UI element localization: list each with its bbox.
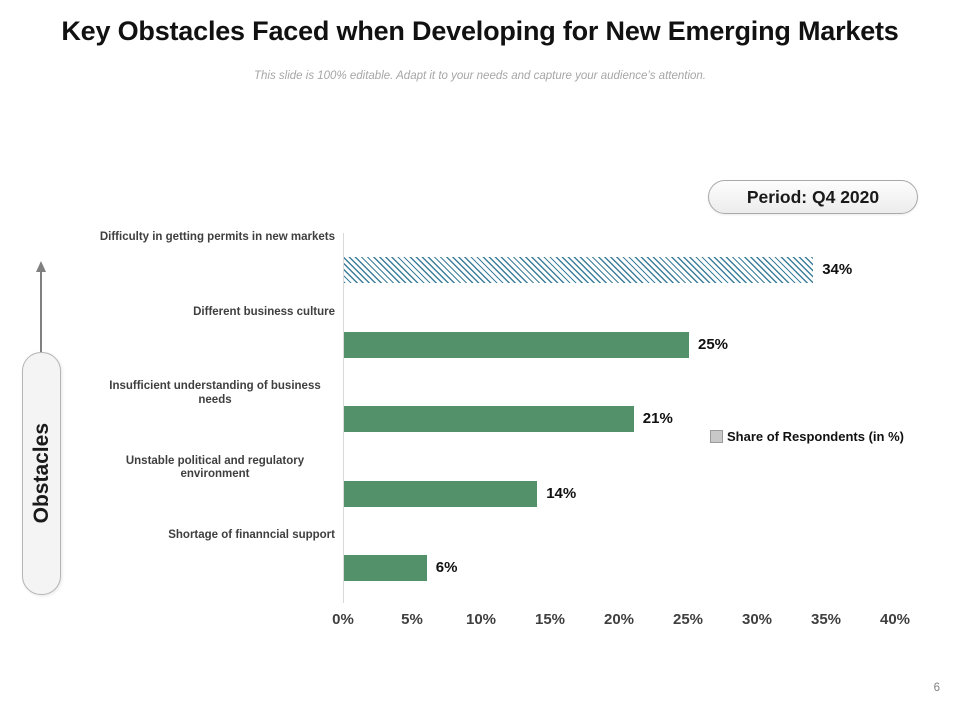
y-axis-line (343, 233, 344, 603)
y-axis-arrow-icon (36, 261, 46, 272)
bar-value-label: 21% (642, 410, 673, 428)
slide-subtitle: This slide is 100% editable. Adapt it to… (254, 70, 706, 82)
x-axis: 0% 5% 10% 15% 20% 25% 30% 35% 40% (332, 611, 910, 633)
period-badge: Period: Q4 2020 (708, 180, 918, 214)
bar (344, 480, 538, 507)
bar-value-label: 25% (698, 335, 729, 353)
bar-hatched (344, 257, 814, 283)
legend-label: Share of Respondents (in %) (727, 429, 904, 444)
x-axis-tick-label: 20% (603, 611, 635, 628)
page-number: 6 (933, 682, 940, 694)
x-axis-tick-label: 10% (465, 611, 497, 628)
legend: Share of Respondents (in %) (710, 429, 904, 444)
category-label: Unstable political and regulatory enviro… (125, 454, 305, 481)
x-axis-tick-label: 40% (879, 611, 911, 628)
category-label: Different business culture (193, 305, 335, 318)
category-label: Insufficient understanding of business n… (109, 380, 321, 406)
bar (344, 406, 634, 433)
bar-value-label: 34% (822, 261, 853, 278)
x-axis-tick-label: 15% (534, 611, 566, 628)
x-axis-tick-label: 0% (332, 611, 354, 628)
plot-area: 34% 25% 21% 14% 6% (343, 233, 895, 603)
y-axis-title-pill: Obstacles (22, 352, 61, 595)
bar-value-label: 14% (546, 484, 577, 502)
category-labels: Difficulty in getting permits in new mar… (95, 231, 335, 603)
bar (344, 331, 689, 358)
y-axis-title: Obstacles (29, 423, 53, 524)
category-label: Difficulty in getting permits in new mar… (99, 231, 335, 243)
bar (344, 555, 427, 582)
x-axis-tick-label: 25% (672, 611, 704, 628)
category-label: Shortage of finanncial support (168, 529, 335, 542)
period-badge-label: Period: Q4 2020 (746, 186, 880, 207)
legend-swatch-icon (710, 430, 723, 443)
x-axis-tick-label: 35% (810, 611, 842, 628)
x-axis-tick-label: 5% (401, 611, 423, 628)
y-axis-arrow-line (40, 271, 42, 352)
x-axis-tick-label: 30% (741, 611, 773, 628)
bar-value-label: 6% (435, 559, 458, 577)
page-title: Key Obstacles Faced when Developing for … (61, 16, 899, 46)
